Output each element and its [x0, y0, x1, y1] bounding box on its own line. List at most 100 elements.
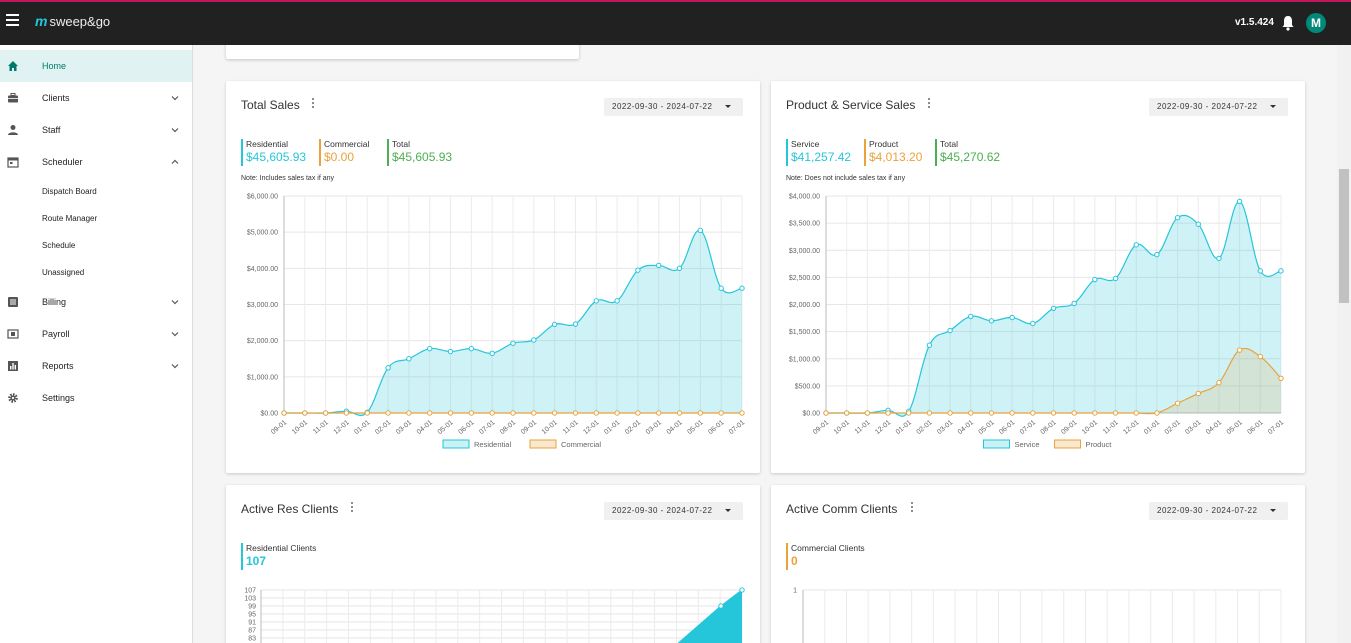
sidebar-item-billing[interactable]: Billing — [0, 286, 192, 318]
data-point — [1071, 410, 1077, 416]
x-tick-label: 04-01 — [957, 419, 975, 436]
data-point — [1092, 276, 1098, 283]
scrollbar-thumb[interactable] — [1339, 169, 1349, 303]
sidebar-item-reports[interactable]: Reports — [0, 350, 192, 382]
stat-total: Total $45,270.62 — [935, 139, 1000, 166]
sidebar-subitem-route-manager[interactable]: Route Manager — [42, 214, 98, 223]
more-options-icon[interactable] — [910, 502, 914, 514]
sidebar-subitem-unassigned[interactable]: Unassigned — [42, 268, 85, 277]
x-tick-label: 07-01 — [728, 419, 746, 436]
data-point — [1174, 400, 1181, 406]
x-tick-label: 09-01 — [270, 419, 288, 436]
x-tick-label: 11-01 — [1102, 419, 1120, 436]
series-fill — [284, 230, 742, 416]
x-tick-label: 07-01 — [1019, 419, 1037, 436]
data-point — [406, 356, 412, 362]
data-point — [489, 350, 495, 357]
sidebar-item-clients[interactable]: Clients — [0, 82, 192, 114]
x-tick-label: 07-01 — [478, 419, 496, 436]
sidebar-item-label: Reports — [42, 361, 74, 371]
x-tick-label: 08-01 — [1040, 419, 1058, 436]
data-point — [551, 410, 558, 416]
y-tick-label: $500.00 — [795, 383, 820, 390]
data-point — [656, 262, 662, 269]
legend-swatch — [442, 439, 470, 449]
data-point — [697, 410, 704, 416]
x-tick-label: 09-01 — [1060, 419, 1078, 436]
more-options-icon[interactable] — [927, 98, 931, 110]
product-service-chart: $0.00 $500.00 $1,000.00 $1,500.00 $2,000.00 $… — [789, 194, 1286, 450]
sidebar-item-staff[interactable]: Staff — [0, 114, 192, 146]
x-tick-label: 11-01 — [562, 419, 580, 436]
y-tick-label: $4,000.00 — [789, 194, 820, 201]
sidebar-subitem-dispatch-board[interactable]: Dispatch Board — [42, 187, 97, 196]
logo[interactable]: m sweep&go — [35, 13, 110, 29]
menu-icon[interactable] — [6, 14, 20, 28]
stat-value: 0 — [791, 554, 798, 568]
stat-commercial-clients: Commercial Clients 0 — [786, 543, 865, 570]
data-point — [302, 410, 308, 416]
data-point — [1112, 275, 1119, 282]
data-point — [739, 410, 745, 416]
calendar-icon — [7, 157, 19, 168]
data-point — [468, 410, 475, 416]
data-point — [926, 342, 933, 348]
data-point — [1009, 410, 1015, 416]
more-options-icon[interactable] — [311, 98, 315, 110]
avatar[interactable]: M — [1306, 13, 1326, 33]
sidebar-item-label: Clients — [42, 93, 70, 103]
data-point — [1174, 215, 1181, 221]
x-tick-label: 06-01 — [1246, 419, 1264, 436]
sidebar-item-home[interactable]: Home — [0, 50, 192, 82]
data-point — [947, 410, 953, 416]
data-point — [1216, 379, 1222, 386]
bell-icon[interactable] — [1281, 15, 1295, 31]
previous-card — [226, 45, 579, 59]
card-title: Active Comm Clients — [786, 502, 898, 516]
stat-label: Commercial Clients — [791, 543, 865, 553]
y-tick-label: $5,000.00 — [247, 230, 278, 237]
date-range-selector[interactable]: 2022-09-30 - 2024-07-22 — [1149, 502, 1288, 520]
date-range-selector[interactable]: 2022-09-30 - 2024-07-22 — [1149, 98, 1288, 116]
data-point — [1236, 347, 1243, 353]
y-tick-label: 95 — [248, 612, 256, 619]
sidebar-item-scheduler[interactable]: Scheduler — [0, 146, 192, 178]
more-options-icon[interactable] — [350, 502, 354, 514]
data-point — [635, 267, 641, 273]
card-title: Active Res Clients — [241, 502, 339, 516]
chevron-down-icon — [171, 332, 179, 337]
sidebar-item-settings[interactable]: Settings — [0, 382, 192, 414]
sidebar-item-label: Staff — [42, 125, 61, 135]
y-tick-label: $1,000.00 — [247, 374, 278, 381]
data-point — [364, 410, 370, 416]
sidebar-subitem-schedule[interactable]: Schedule — [42, 241, 76, 250]
logo-text: sweep&go — [49, 13, 111, 29]
data-point — [864, 410, 871, 416]
data-point — [676, 265, 683, 272]
stat-value: $45,270.62 — [940, 150, 1001, 164]
data-point — [718, 410, 724, 416]
scrollbar[interactable] — [1337, 45, 1351, 643]
sidebar-item-label: Settings — [42, 393, 75, 403]
sidebar-item-payroll[interactable]: Payroll — [0, 318, 192, 350]
y-tick-label: 83 — [248, 636, 256, 643]
stat-label: Commercial — [324, 139, 370, 149]
date-range-selector[interactable]: 2022-09-30 - 2024-07-22 — [604, 502, 743, 520]
data-point — [1154, 251, 1160, 258]
x-tick-label: 08-01 — [499, 419, 517, 436]
data-point — [1278, 268, 1284, 274]
person-icon — [8, 125, 18, 135]
y-tick-label: $3,000.00 — [247, 302, 278, 309]
y-tick-label: $3,500.00 — [789, 221, 820, 228]
x-tick-label: 10-01 — [1081, 419, 1099, 436]
y-tick-label: $4,000.00 — [247, 266, 278, 273]
active-comm-clients-chart: 1 — [793, 588, 1282, 643]
data-point — [322, 410, 329, 416]
x-tick-label: 01-01 — [1143, 419, 1161, 436]
date-range-selector[interactable]: 2022-09-30 - 2024-07-22 — [604, 98, 743, 116]
x-tick-label: 12-01 — [582, 419, 600, 436]
data-point — [1050, 305, 1057, 311]
data-point — [1092, 410, 1098, 416]
x-tick-label: 02-01 — [915, 419, 933, 436]
y-tick-label: $0.00 — [260, 411, 278, 418]
